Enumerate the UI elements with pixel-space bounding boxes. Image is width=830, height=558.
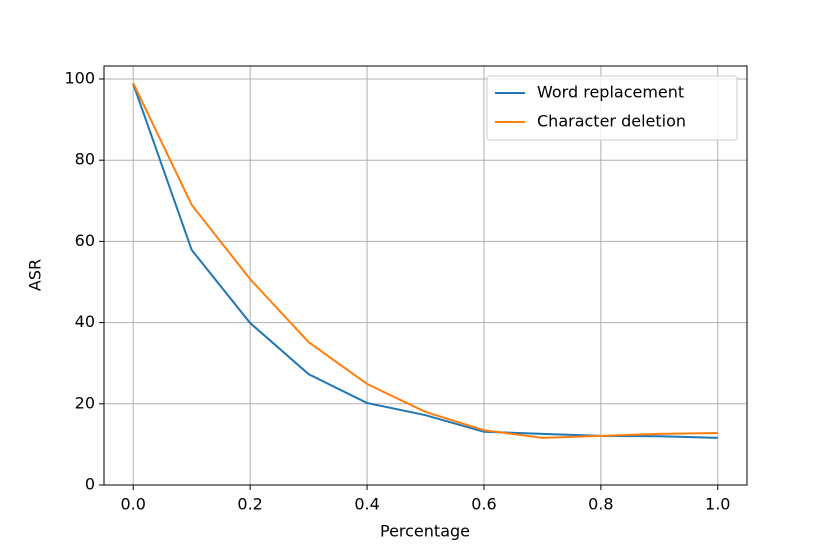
y-tick-label: 60 [75, 231, 95, 250]
y-tick-label: 40 [75, 312, 95, 331]
legend-label: Word replacement [537, 83, 684, 102]
y-tick-label: 0 [85, 475, 95, 494]
x-tick-label: 0.8 [588, 495, 613, 514]
x-tick-label: 0.6 [471, 495, 496, 514]
legend-label: Character deletion [537, 112, 686, 131]
legend-box [486, 75, 738, 141]
y-tick-label: 100 [64, 68, 95, 87]
x-tick-label: 0.2 [237, 495, 262, 514]
x-axis-label: Percentage [380, 522, 470, 541]
y-tick-label: 20 [75, 393, 95, 412]
line-series [132, 82, 718, 439]
y-tick-label: 80 [75, 150, 95, 169]
plot-frame [103, 65, 748, 486]
x-tick-label: 0.0 [121, 495, 146, 514]
x-tick-label: 0.4 [354, 495, 379, 514]
y-axis-label: ASR [26, 259, 45, 291]
x-tick-label: 1.0 [705, 495, 730, 514]
